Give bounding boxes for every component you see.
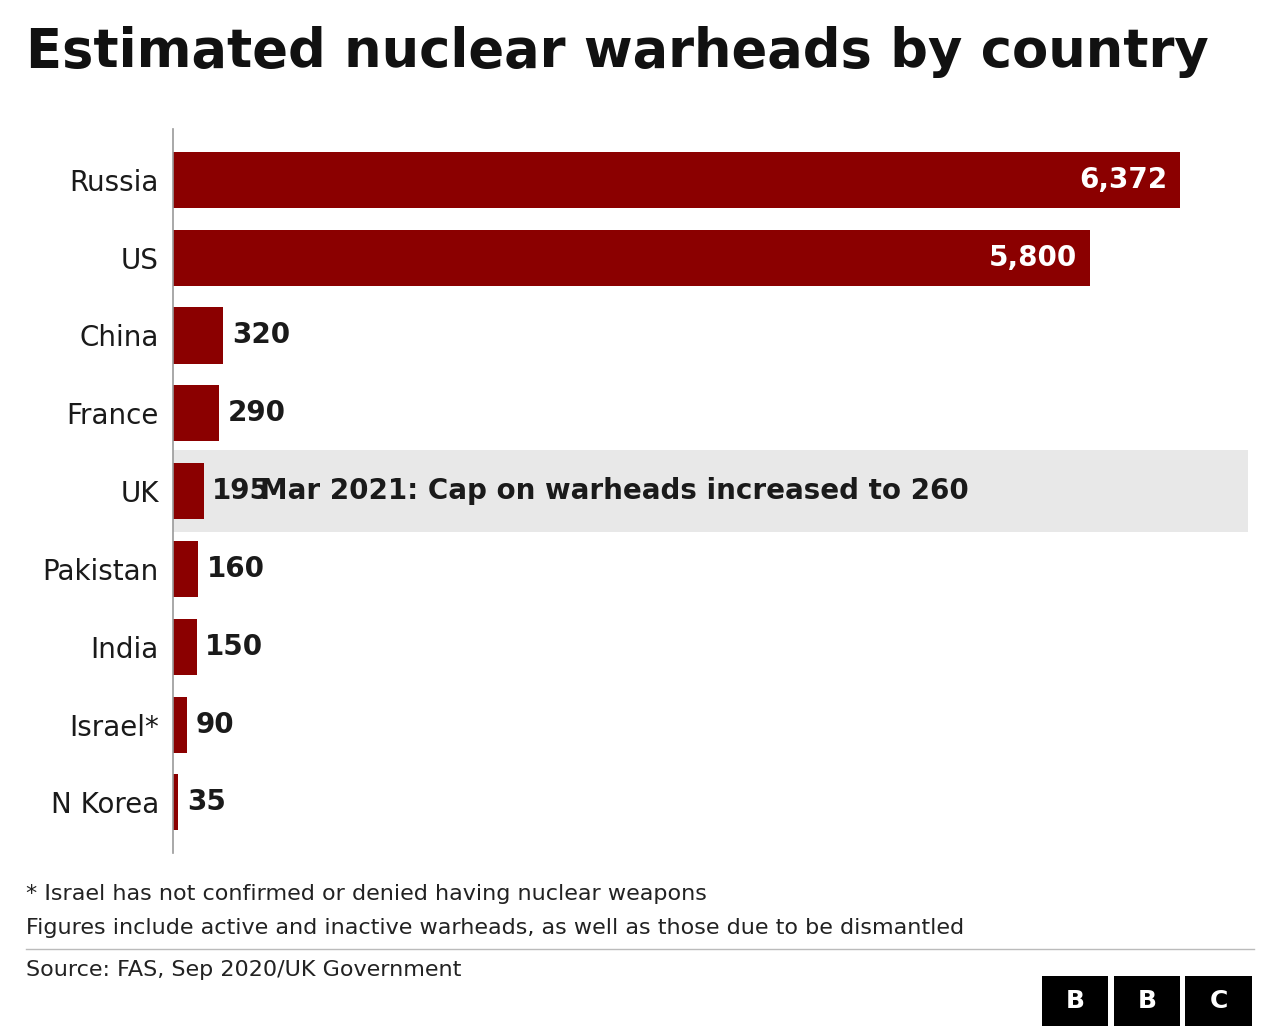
Bar — [173, 541, 198, 597]
Bar — [173, 230, 1089, 285]
Bar — [173, 463, 204, 519]
Bar — [173, 152, 1180, 208]
Text: Source: FAS, Sep 2020/UK Government: Source: FAS, Sep 2020/UK Government — [26, 960, 461, 979]
Text: C: C — [1210, 989, 1228, 1013]
Text: 5,800: 5,800 — [989, 244, 1078, 272]
Text: Figures include active and inactive warheads, as well as those due to be dismant: Figures include active and inactive warh… — [26, 918, 964, 938]
Text: 160: 160 — [207, 555, 265, 583]
Bar — [173, 618, 197, 675]
Text: 150: 150 — [205, 633, 264, 661]
Text: B: B — [1066, 989, 1084, 1013]
Bar — [173, 450, 1248, 533]
Bar — [173, 386, 219, 442]
Text: Mar 2021: Cap on warheads increased to 260: Mar 2021: Cap on warheads increased to 2… — [260, 477, 969, 506]
Text: 6,372: 6,372 — [1079, 165, 1167, 193]
Text: 90: 90 — [196, 710, 234, 738]
Text: 290: 290 — [228, 399, 285, 427]
Text: 320: 320 — [232, 322, 291, 349]
Text: Estimated nuclear warheads by country: Estimated nuclear warheads by country — [26, 26, 1208, 78]
Bar — [173, 697, 187, 753]
Bar — [173, 307, 224, 364]
Text: * Israel has not confirmed or denied having nuclear weapons: * Israel has not confirmed or denied hav… — [26, 884, 707, 904]
Text: B: B — [1138, 989, 1156, 1013]
Text: 35: 35 — [187, 789, 225, 817]
Text: 195: 195 — [212, 477, 270, 506]
Bar — [173, 774, 178, 830]
